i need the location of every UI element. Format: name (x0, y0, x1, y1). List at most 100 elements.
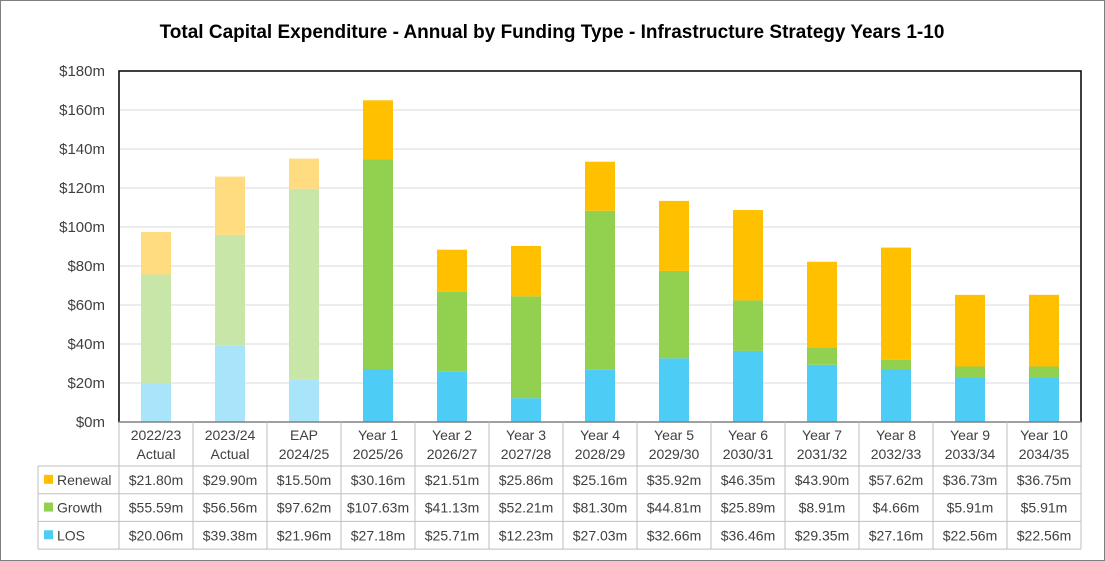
table-cell-renewal: $21.80m (129, 472, 183, 488)
table-cell-renewal: $15.50m (277, 472, 331, 488)
bar-renewal-8 (733, 210, 763, 301)
bar-los-12 (1029, 378, 1059, 422)
bar-growth-8 (733, 300, 763, 351)
bar-los-10 (881, 369, 911, 422)
table-cell-renewal: $25.86m (499, 472, 553, 488)
table-cell-renewal: $36.73m (943, 472, 997, 488)
table-cell-los: $22.56m (1017, 527, 1071, 543)
bar-growth-2 (289, 188, 319, 380)
category-label: Year 4 2028/29 (575, 427, 626, 462)
y-tick-label: $100m (59, 219, 105, 236)
table-cell-los: $21.96m (277, 527, 331, 543)
bar-renewal-11 (955, 294, 985, 367)
table-cell-los: $27.03m (573, 527, 627, 543)
bar-renewal-12 (1029, 294, 1059, 367)
category-label: Year 8 2032/33 (871, 427, 922, 462)
category-label: Year 10 2034/35 (1019, 427, 1070, 462)
bar-los-3 (363, 368, 393, 422)
y-tick-label: $120m (59, 180, 105, 197)
table-cell-los: $20.06m (129, 527, 183, 543)
bar-renewal-10 (881, 247, 911, 360)
table-cell-los: $36.46m (721, 527, 775, 543)
table-cell-growth: $41.13m (425, 500, 479, 516)
bar-growth-4 (437, 291, 467, 372)
y-tick-label: $60m (67, 297, 105, 314)
data-table: 2022/23 Actual 2023/24 Actual EAP 2024/25 Year… (37, 421, 1082, 550)
legend-key-los (44, 530, 53, 540)
table-cell-renewal: $25.16m (573, 472, 627, 488)
table-cell-los: $25.71m (425, 527, 479, 543)
bar-renewal-4 (437, 249, 467, 292)
bar-renewal-2 (289, 158, 319, 189)
table-cell-growth: $107.63m (347, 500, 409, 516)
legend-label-growth: Growth (57, 500, 102, 516)
chart-title: Total Capital Expenditure - Annual by Fu… (160, 22, 945, 43)
y-tick-label: $140m (59, 141, 105, 158)
bar-los-2 (289, 379, 319, 422)
category-label: Year 5 2029/30 (649, 427, 700, 462)
y-tick-label: $40m (67, 336, 105, 353)
table-cell-los: $12.23m (499, 527, 553, 543)
table-cell-growth: $4.66m (873, 500, 920, 516)
bar-renewal-1 (215, 176, 245, 235)
bar-los-6 (585, 369, 615, 422)
table-cell-growth: $81.30m (573, 500, 627, 516)
table-cell-los: $22.56m (943, 527, 997, 543)
bar-los-11 (955, 378, 985, 422)
bar-growth-3 (363, 159, 393, 369)
bar-growth-10 (881, 359, 911, 370)
bar-growth-12 (1029, 366, 1059, 379)
legend-key-growth (44, 502, 53, 512)
y-tick-label: $20m (67, 375, 105, 392)
category-label: Year 1 2025/26 (353, 427, 404, 462)
legend-key-renewal (44, 474, 53, 484)
bar-los-0 (141, 382, 171, 422)
bar-los-7 (659, 358, 689, 422)
category-label: Year 3 2027/28 (501, 427, 552, 462)
table-cell-growth: $8.91m (799, 500, 846, 516)
table-cell-los: $29.35m (795, 527, 849, 543)
table-cell-los: $27.16m (869, 527, 923, 543)
category-label: 2022/23 Actual (131, 427, 182, 462)
bar-growth-0 (141, 274, 171, 383)
bar-growth-5 (511, 296, 541, 399)
bar-renewal-6 (585, 161, 615, 211)
table-cell-growth: $44.81m (647, 500, 701, 516)
table-cell-renewal: $57.62m (869, 472, 923, 488)
category-label: Year 2 2026/27 (427, 427, 478, 462)
table-cell-los: $39.38m (203, 527, 257, 543)
category-label: 2023/24 Actual (205, 427, 256, 462)
table-cell-growth: $97.62m (277, 500, 331, 516)
category-label: Year 6 2030/31 (723, 427, 774, 462)
bar-growth-9 (807, 347, 837, 365)
table-cell-growth: $56.56m (203, 500, 257, 516)
y-tick-label: $180m (59, 63, 105, 80)
y-axis-ticks: $0m $20m $40m $60m $80m $100m $120m $140m $160m $… (59, 63, 105, 431)
category-label: EAP 2024/25 (279, 427, 330, 462)
bar-los-1 (215, 345, 245, 422)
table-cell-renewal: $43.90m (795, 472, 849, 488)
table-cell-renewal: $36.75m (1017, 472, 1071, 488)
bar-growth-11 (955, 366, 985, 379)
bar-renewal-9 (807, 261, 837, 348)
y-tick-label: $80m (67, 258, 105, 275)
bar-growth-7 (659, 270, 689, 359)
table-cell-los: $27.18m (351, 527, 405, 543)
category-label: Year 7 2031/32 (797, 427, 848, 462)
table-cell-growth: $5.91m (947, 500, 994, 516)
table-cell-renewal: $21.51m (425, 472, 479, 488)
bars (141, 100, 1059, 422)
table-cell-los: $32.66m (647, 527, 701, 543)
bar-growth-1 (215, 234, 245, 346)
bar-renewal-3 (363, 100, 393, 160)
legend-label-los: LOS (57, 527, 85, 543)
bar-los-9 (807, 364, 837, 422)
y-tick-label: $160m (59, 102, 105, 119)
table-cell-renewal: $46.35m (721, 472, 775, 488)
bar-renewal-0 (141, 231, 171, 275)
table-cell-renewal: $29.90m (203, 472, 257, 488)
table-cell-growth: $25.89m (721, 500, 775, 516)
table-cell-growth: $52.21m (499, 500, 553, 516)
